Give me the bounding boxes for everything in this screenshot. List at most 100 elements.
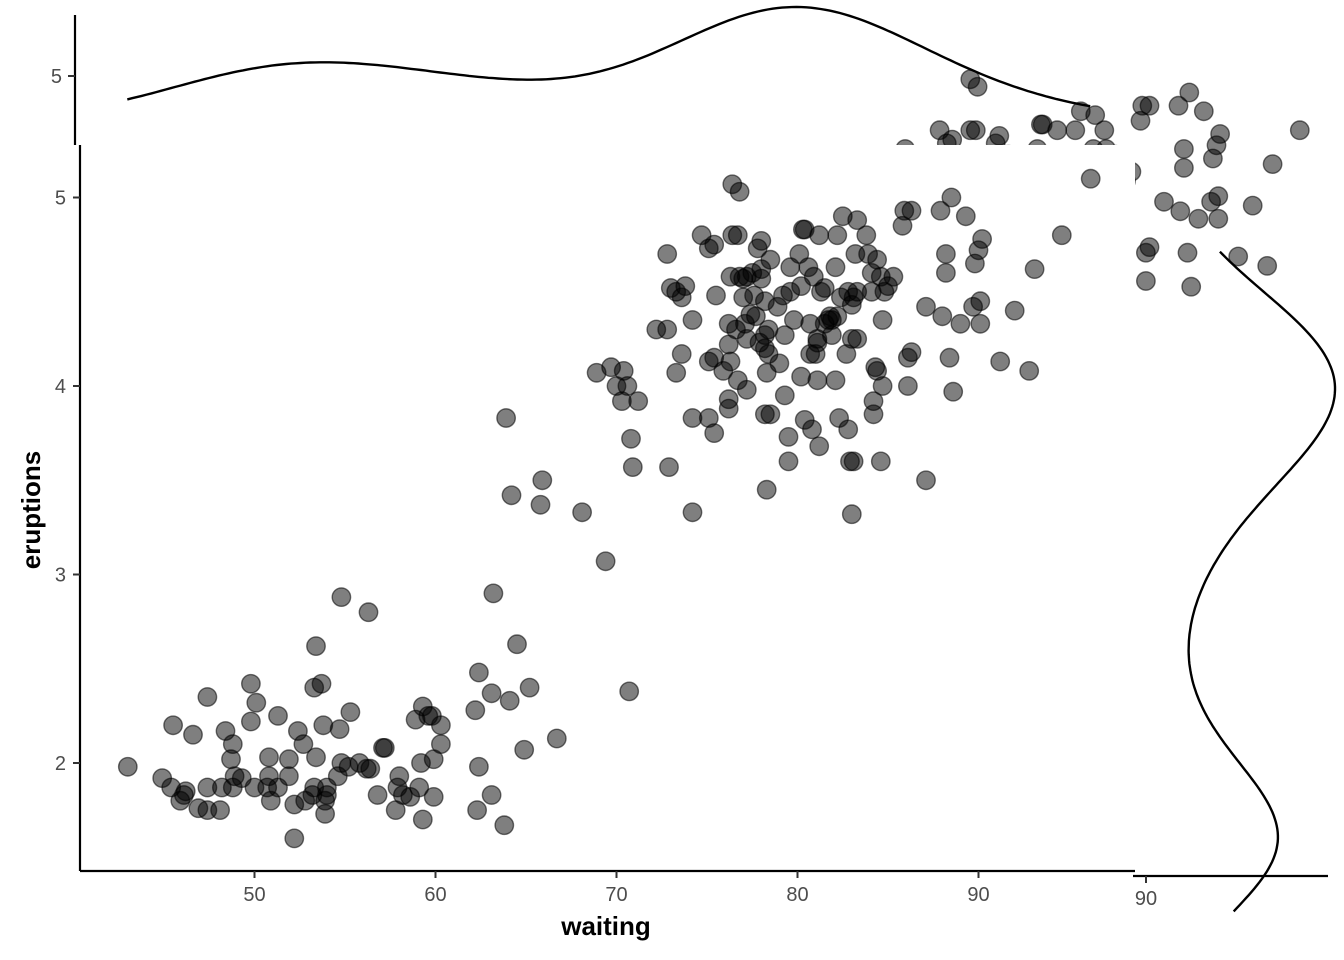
- scatter-point: [423, 787, 444, 807]
- scatter-point: [746, 306, 766, 327]
- scatter-point: [941, 187, 962, 208]
- scatter-point: [784, 310, 804, 330]
- y-tick-label: 5: [55, 188, 66, 210]
- scatter-point: [389, 766, 410, 787]
- scatter-point: [751, 230, 772, 251]
- scatter-point: [774, 325, 795, 345]
- top-marginal-density-curve: [127, 5, 1091, 108]
- scatter-point: [331, 587, 352, 607]
- scatter-point: [671, 344, 692, 364]
- scatter-point: [467, 800, 487, 820]
- scatter-point: [532, 470, 553, 491]
- scatter-point: [791, 366, 811, 387]
- overflow-scatter-point: [965, 120, 986, 141]
- overflow-scatter-point: [1208, 208, 1229, 229]
- scatter-point: [950, 313, 971, 334]
- scatter-point: [916, 296, 936, 317]
- scatter-point: [990, 351, 1011, 372]
- scatter-point: [374, 738, 395, 758]
- overflow-scatter-point: [1181, 276, 1202, 297]
- scatter-point: [240, 673, 261, 694]
- scatter-point: [1051, 225, 1072, 246]
- scatter-point: [507, 634, 527, 655]
- scatter-point: [117, 756, 138, 777]
- scatter-point: [595, 551, 616, 572]
- scatter-point: [1080, 168, 1101, 189]
- scatter-point: [955, 206, 976, 227]
- overflow-scatter-point: [1168, 95, 1189, 116]
- scatter-point: [268, 706, 288, 726]
- scatter-point: [706, 285, 726, 306]
- y-axis: 2 3 4 5 eruptions: [16, 145, 82, 871]
- scatter-point: [360, 758, 381, 779]
- overflow-scatter-point: [1170, 201, 1191, 222]
- scatter-point: [827, 225, 848, 246]
- scatter-point: [619, 681, 640, 702]
- scatter-point: [760, 404, 781, 425]
- overflow-scatter-point: [1257, 255, 1278, 276]
- scatter-point: [939, 347, 960, 368]
- scatter-point: [1024, 259, 1045, 279]
- right-marginal-density-curve: [1187, 250, 1337, 913]
- overflow-scatter-point: [1210, 124, 1231, 144]
- scatter-point: [760, 249, 781, 270]
- scatter-point: [682, 502, 703, 523]
- scatter-point: [278, 749, 299, 770]
- overflow-scatter-point: [1193, 101, 1214, 122]
- scatter-point: [843, 451, 864, 472]
- main-panel-background: [80, 145, 1135, 872]
- scatter-point: [841, 504, 862, 525]
- overflow-scatter-point: [1047, 120, 1068, 141]
- scatter-point: [311, 673, 332, 694]
- scatter-point: [481, 785, 502, 805]
- y-axis-ticks: 2 3 4 5: [55, 188, 80, 775]
- overflow-scatter-point: [1174, 139, 1194, 159]
- scatter-point: [729, 181, 750, 202]
- overflow-scatter-point: [1228, 246, 1249, 267]
- overflow-scatter-point: [1139, 237, 1160, 258]
- overflow-scatter-point: [1154, 191, 1174, 212]
- scatter-point: [901, 200, 922, 221]
- scatter-point: [430, 715, 451, 736]
- scatter-point: [870, 451, 891, 472]
- scatter-point: [809, 225, 830, 246]
- scatter-point: [970, 313, 991, 334]
- scatter-point: [259, 747, 279, 768]
- right-marginal-axis: 90: [1133, 874, 1328, 910]
- scatter-point: [617, 376, 638, 396]
- scatter-point: [501, 485, 522, 506]
- scatter-point: [704, 423, 725, 443]
- scatter-point: [659, 457, 679, 477]
- scatter-point: [197, 687, 218, 707]
- overflow-scatter-point: [1085, 105, 1106, 126]
- scatter-point: [657, 244, 678, 264]
- scatter-point: [847, 328, 868, 349]
- scatter-point: [972, 229, 992, 249]
- scatter-point: [481, 683, 502, 704]
- y-tick-label: 3: [55, 565, 66, 587]
- scatter-point: [872, 376, 893, 396]
- scatter-point: [822, 325, 842, 345]
- scatter-point: [936, 244, 956, 264]
- scatter-point: [468, 756, 489, 777]
- overflow-scatter-point: [1289, 120, 1310, 141]
- scatter-point: [916, 470, 936, 491]
- overflow-scatter-point: [1179, 82, 1200, 103]
- scatter-point: [778, 426, 799, 447]
- scatter-point: [872, 310, 893, 330]
- y-tick-label: 2: [55, 753, 66, 775]
- scatter-point: [883, 266, 904, 287]
- scatter-point: [751, 268, 772, 289]
- scatter-point: [499, 690, 520, 711]
- scatter-point: [736, 379, 757, 400]
- scatter-point: [936, 262, 956, 283]
- scatter-point: [278, 766, 299, 787]
- x-tick-label: 90: [967, 884, 989, 906]
- scatter-point: [494, 815, 515, 836]
- x-axis-title: waiting: [560, 911, 651, 941]
- scatter-point: [970, 291, 991, 312]
- scatter-point: [704, 234, 725, 255]
- scatter-point: [465, 700, 486, 721]
- scatter-point: [412, 809, 433, 830]
